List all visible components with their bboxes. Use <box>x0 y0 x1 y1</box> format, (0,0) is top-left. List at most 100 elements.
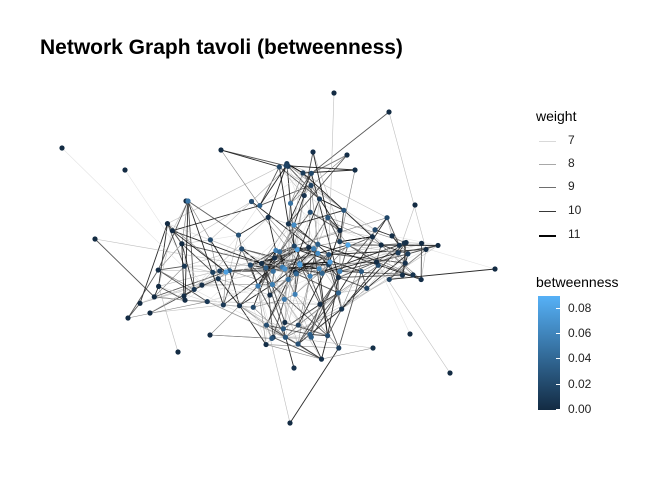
graph-node <box>239 246 245 252</box>
graph-node <box>384 215 390 221</box>
graph-edge <box>360 271 368 289</box>
graph-node <box>292 291 298 297</box>
graph-edge <box>310 185 345 211</box>
graph-edge <box>193 278 219 290</box>
graph-edge <box>386 217 400 246</box>
graph-edge <box>321 335 329 360</box>
graph-edge <box>322 252 399 274</box>
graph-edge <box>272 263 300 285</box>
graph-edge <box>272 336 322 360</box>
graph-node <box>59 145 65 151</box>
colorbar-tick-label: 0.08 <box>568 301 592 315</box>
graph-edge <box>297 308 342 345</box>
graph-node <box>267 292 273 298</box>
graph-edge <box>139 223 168 304</box>
graph-node <box>218 147 224 153</box>
colorbar-tick-label: 0.04 <box>568 351 592 365</box>
graph-node <box>308 170 314 176</box>
graph-edge <box>279 224 295 252</box>
graph-edge <box>184 299 224 306</box>
graph-node <box>326 251 332 258</box>
graph-node <box>386 276 392 283</box>
graph-edge <box>269 268 286 296</box>
graph-edge <box>317 244 349 254</box>
graph-node <box>270 268 276 274</box>
graph-edge <box>329 261 339 294</box>
graph-edge <box>310 304 321 338</box>
graph-node <box>280 326 286 332</box>
graph-edge <box>267 217 277 251</box>
graph-node <box>294 246 300 253</box>
graph-edge <box>293 211 311 226</box>
graph-edge <box>266 279 289 326</box>
graph-edge <box>154 296 186 301</box>
weight-legend-row: 10 <box>537 203 617 218</box>
graph-node <box>179 241 185 247</box>
graph-node <box>358 268 365 275</box>
graph-edge <box>209 305 240 336</box>
graph-node <box>257 202 263 209</box>
colorbar-tick-label: 0.02 <box>568 377 592 391</box>
graph-edge <box>297 343 322 360</box>
graph-edge <box>420 249 427 280</box>
graph-edge <box>229 270 240 306</box>
graph-node <box>310 149 316 155</box>
graph-node <box>92 236 98 242</box>
graph-edge <box>298 244 319 326</box>
graph-node <box>372 227 378 233</box>
betweenness-legend-title: betweenness <box>536 274 619 290</box>
graph-node <box>335 290 342 296</box>
graph-node <box>276 164 282 170</box>
graph-node <box>236 303 243 309</box>
graph-edge <box>339 230 382 246</box>
graph-edge <box>158 269 195 290</box>
graph-edge <box>253 307 286 338</box>
graph-node <box>395 250 401 256</box>
graph-edge <box>299 263 414 276</box>
weight-legend-row: 9 <box>537 179 617 194</box>
graph-node <box>412 202 418 208</box>
weight-legend-line <box>539 187 556 188</box>
graph-node <box>378 242 384 248</box>
graph-edge <box>290 172 304 204</box>
graph-edge <box>220 149 280 168</box>
graph-node <box>295 322 301 328</box>
graph-node <box>263 265 269 271</box>
graph-node <box>287 420 293 426</box>
graph-edge <box>284 321 328 337</box>
graph-edge <box>220 149 289 167</box>
graph-edge <box>157 200 189 271</box>
graph-edge <box>187 200 239 236</box>
graph-edge <box>286 165 356 171</box>
graph-node <box>447 370 453 376</box>
graph-edge <box>285 324 299 338</box>
weight-legend-label: 9 <box>568 179 575 193</box>
graph-node <box>315 241 321 247</box>
graph-node <box>308 182 314 188</box>
graph-edge <box>304 195 376 231</box>
graph-node <box>247 262 253 268</box>
graph-edge <box>223 304 267 326</box>
graph-node <box>325 215 331 221</box>
colorbar-tick-mark <box>556 358 560 359</box>
graph-edge <box>338 271 362 349</box>
graph-edge <box>311 111 390 174</box>
graph-edge <box>193 217 269 290</box>
graph-edge <box>229 234 239 271</box>
graph-edge <box>319 253 408 270</box>
graph-node <box>283 163 289 169</box>
graph-node <box>282 334 289 340</box>
graph-node <box>277 249 283 255</box>
graph-node <box>364 285 370 291</box>
graph-node <box>223 269 229 275</box>
graph-node <box>418 240 425 246</box>
graph-node <box>410 272 416 278</box>
graph-node <box>272 255 278 261</box>
graph-node <box>210 269 216 275</box>
graph-edge <box>284 224 295 300</box>
graph-edge <box>187 200 211 240</box>
graph-edge <box>257 285 291 424</box>
graph-node <box>220 302 226 308</box>
graph-edge <box>210 234 239 241</box>
graph-node <box>319 270 325 276</box>
